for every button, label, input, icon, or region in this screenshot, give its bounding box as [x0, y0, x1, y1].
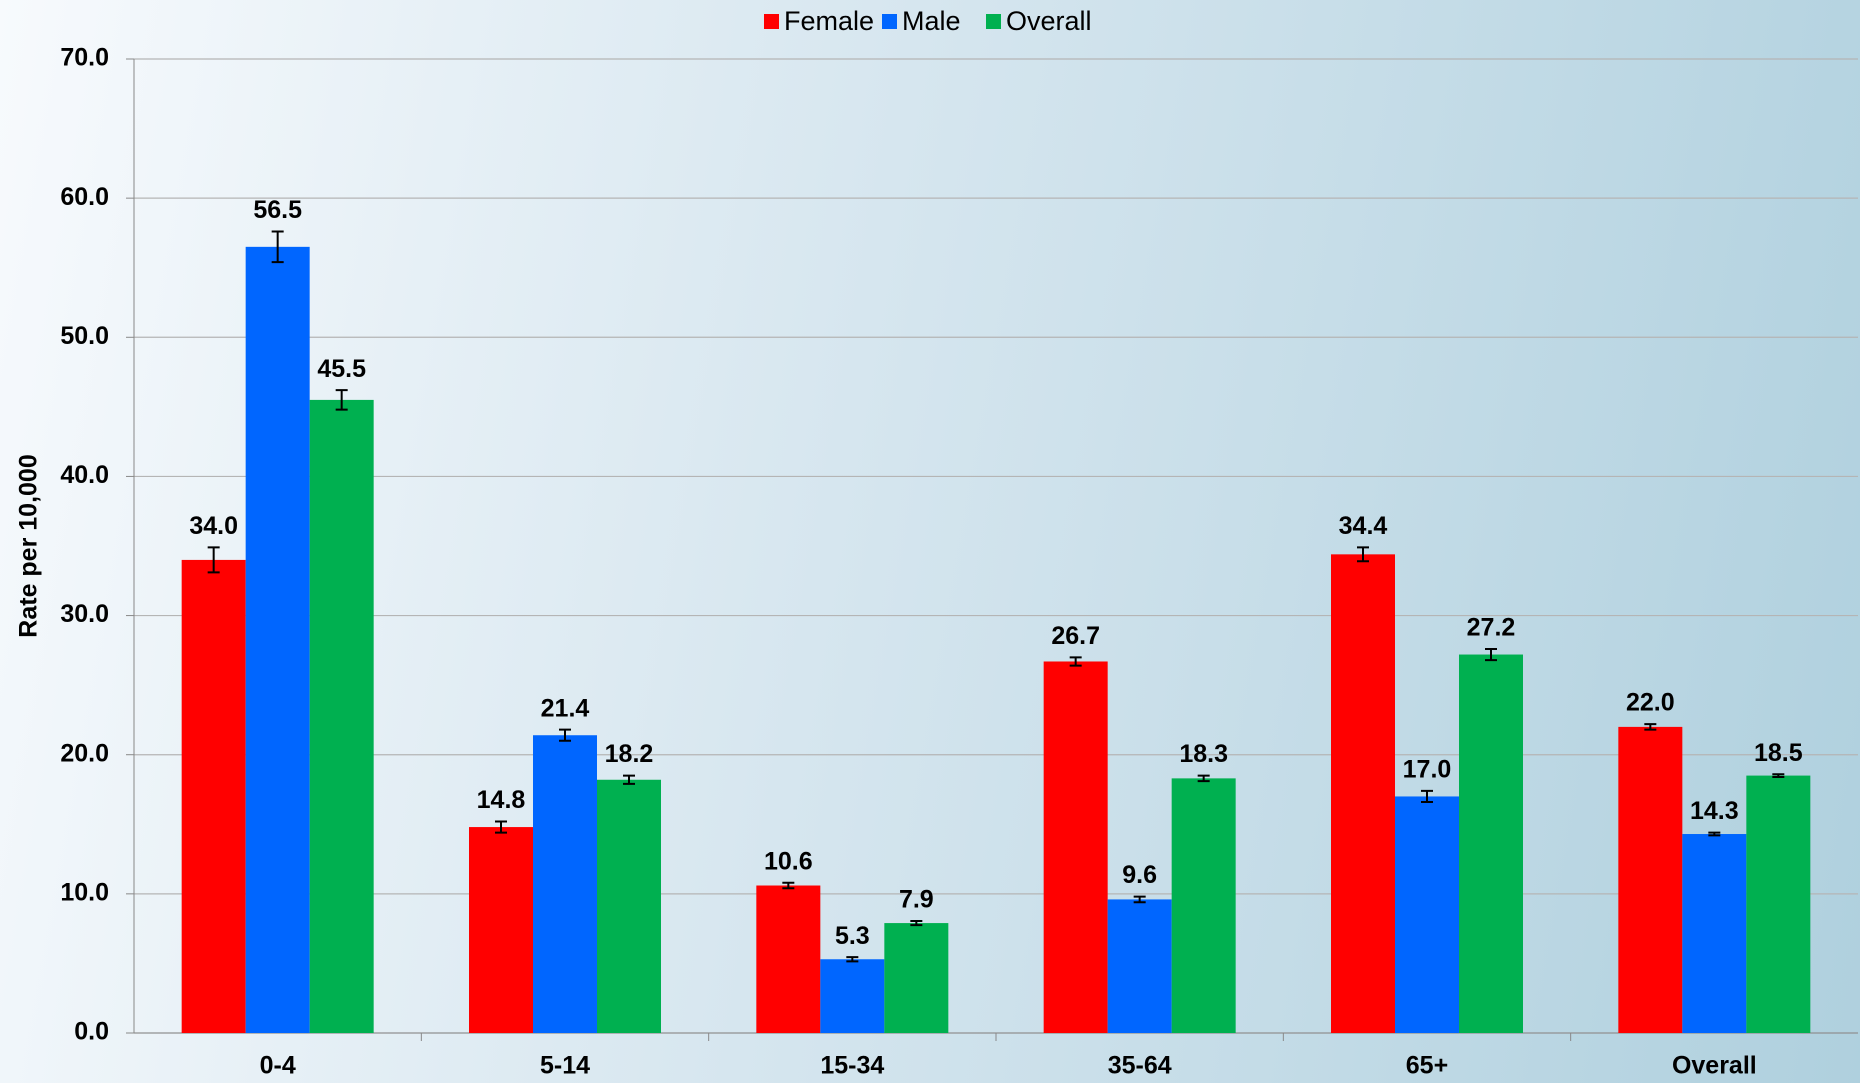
- legend-label: Male: [902, 6, 961, 36]
- value-label: 34.4: [1339, 512, 1388, 540]
- error-bar: [1357, 546, 1369, 563]
- bar: [1682, 834, 1747, 1033]
- bar: [245, 246, 310, 1034]
- error-bar: [335, 389, 348, 411]
- value-label: 18.3: [1179, 740, 1228, 768]
- value-label: 18.2: [605, 740, 654, 768]
- legend-swatch: [882, 14, 897, 29]
- bar: [1171, 778, 1236, 1033]
- bar: [1459, 654, 1523, 1033]
- bar: [820, 959, 885, 1033]
- bar: [1746, 775, 1811, 1033]
- value-label: 7.9: [899, 886, 934, 914]
- error-bar: [1421, 789, 1433, 804]
- value-label: 18.5: [1754, 739, 1803, 767]
- value-label: 14.8: [477, 786, 526, 814]
- y-tick-label: 0.0: [74, 1018, 109, 1046]
- legend-swatch: [764, 14, 779, 29]
- bar: [469, 827, 533, 1033]
- bar: [1395, 796, 1459, 1033]
- bar: [597, 779, 661, 1033]
- error-bar: [782, 881, 795, 890]
- value-label: 45.5: [317, 355, 366, 383]
- y-tick-label: 60.0: [60, 183, 109, 211]
- error-bar: [1069, 656, 1082, 667]
- y-tick-label: 30.0: [60, 600, 109, 628]
- value-label: 9.6: [1122, 861, 1157, 889]
- bar: [884, 923, 949, 1033]
- bar: [309, 399, 374, 1033]
- value-label: 26.7: [1051, 622, 1100, 650]
- error-bar: [1644, 723, 1657, 731]
- error-bar: [623, 774, 635, 785]
- error-bar: [1708, 831, 1721, 837]
- y-tick-label: 10.0: [60, 878, 109, 906]
- value-label: 27.2: [1467, 614, 1516, 642]
- x-tick-label: Overall: [1672, 1052, 1757, 1080]
- bar: [1618, 726, 1683, 1033]
- bar: [1043, 661, 1108, 1033]
- error-bar: [846, 956, 859, 963]
- y-axis-label: Rate per 10,000: [15, 454, 43, 637]
- x-tick-label: 65+: [1406, 1052, 1448, 1080]
- error-bar: [1485, 647, 1497, 662]
- legend-swatch: [986, 14, 1001, 29]
- value-label: 5.3: [835, 922, 870, 950]
- value-label: 21.4: [541, 694, 590, 722]
- value-label: 17.0: [1403, 756, 1452, 784]
- error-bar: [207, 546, 220, 574]
- bar: [1107, 899, 1172, 1033]
- value-label: 14.3: [1690, 797, 1739, 825]
- bar: [533, 735, 597, 1033]
- bar: [756, 885, 821, 1033]
- y-tick-label: 70.0: [60, 44, 109, 72]
- error-bar: [495, 820, 507, 834]
- x-tick-label: 5-14: [540, 1052, 590, 1080]
- x-tick-label: 0-4: [260, 1052, 296, 1080]
- y-tick-label: 20.0: [60, 739, 109, 767]
- value-label: 34.0: [189, 512, 238, 540]
- error-bar: [271, 230, 284, 264]
- y-tick-label: 40.0: [60, 461, 109, 489]
- value-label: 10.6: [764, 847, 813, 875]
- x-tick-label: 15-34: [820, 1052, 884, 1080]
- bar: [1331, 554, 1395, 1033]
- y-tick-label: 50.0: [60, 322, 109, 350]
- error-bar: [910, 919, 923, 927]
- legend-label: Female: [784, 6, 874, 36]
- legend-label: Overall: [1006, 6, 1092, 36]
- error-bar: [1772, 773, 1785, 778]
- error-bar: [1133, 895, 1146, 904]
- x-tick-label: 35-64: [1108, 1052, 1172, 1080]
- error-bar: [559, 728, 571, 742]
- value-label: 22.0: [1626, 689, 1675, 717]
- error-bar: [1197, 774, 1210, 783]
- bar: [181, 559, 246, 1033]
- value-label: 56.5: [253, 196, 302, 224]
